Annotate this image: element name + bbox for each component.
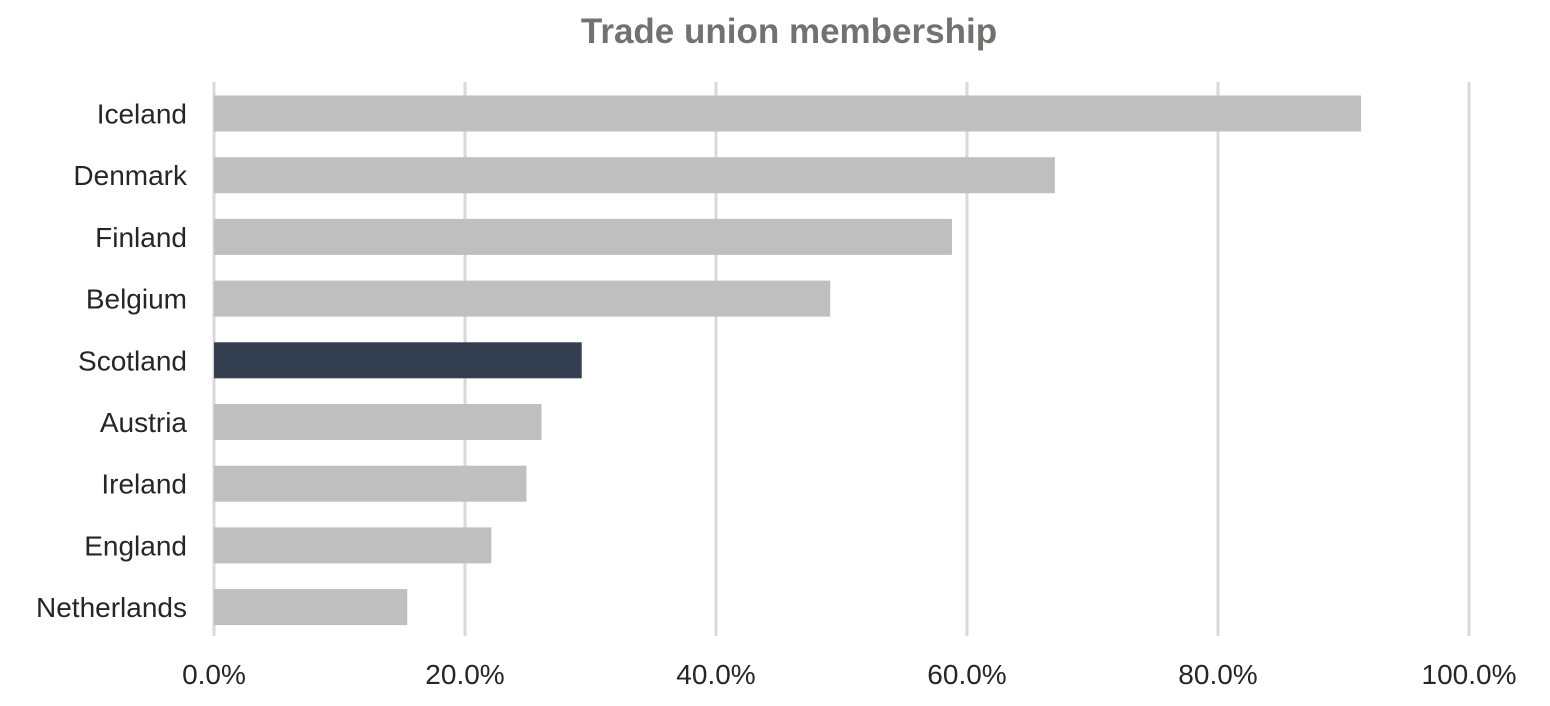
x-tick-label: 40.0%: [676, 659, 755, 690]
bar-netherlands: [214, 589, 408, 626]
bar-ireland: [214, 465, 527, 502]
category-labels: Iceland Denmark Finland Belgium Scotland Aust…: [36, 99, 188, 624]
x-tick-label: 20.0%: [425, 659, 504, 690]
bar-belgium: [214, 280, 831, 317]
x-tick-label: 0.0%: [182, 659, 246, 690]
category-label: Austria: [100, 407, 188, 438]
category-label: Finland: [95, 222, 187, 253]
category-label: Scotland: [78, 345, 187, 376]
x-tick-label: 100.0%: [1422, 659, 1517, 690]
category-label: Denmark: [73, 160, 188, 191]
x-tick-label: 60.0%: [927, 659, 1006, 690]
bar-denmark: [214, 157, 1055, 194]
x-tick-label: 80.0%: [1178, 659, 1257, 690]
category-label: Iceland: [97, 99, 187, 130]
bar-scotland: [214, 342, 582, 379]
category-label: Netherlands: [36, 592, 187, 623]
bar-austria: [214, 404, 542, 440]
bar-finland: [214, 218, 952, 255]
category-label: Belgium: [86, 284, 187, 315]
bar-iceland: [214, 95, 1362, 132]
bar-england: [214, 527, 492, 564]
bars: [214, 95, 1362, 626]
x-axis-tick-labels: 0.0% 20.0% 40.0% 60.0% 80.0% 100.0%: [182, 659, 1516, 690]
category-label: England: [84, 530, 187, 561]
category-label: Ireland: [101, 469, 187, 500]
chart-title: Trade union membership: [581, 12, 997, 51]
